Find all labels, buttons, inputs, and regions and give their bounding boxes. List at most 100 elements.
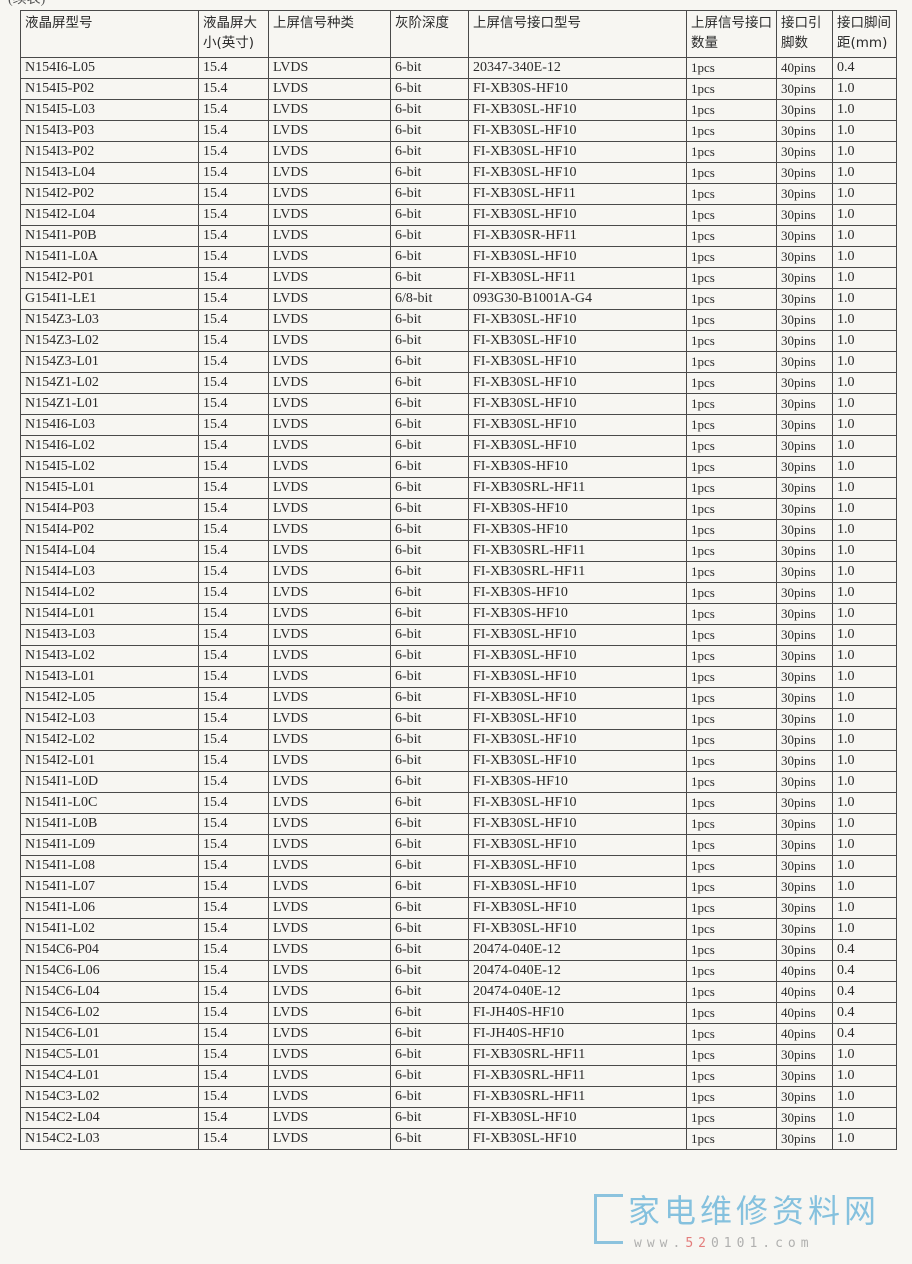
cell-size: 15.4 <box>198 393 269 415</box>
cell-signal-type: LVDS <box>268 183 391 205</box>
cell-pin-pitch: 1.0 <box>832 855 897 877</box>
cell-connector-model: FI-XB30SL-HF10 <box>468 414 687 436</box>
cell-size: 15.4 <box>198 1002 269 1024</box>
cell-signal-type: LVDS <box>268 99 391 121</box>
cell-size: 15.4 <box>198 960 269 982</box>
table-row: N154C3-L02 15.4 LVDS 6-bit FI-XB30SRL-HF11 1p… <box>20 1086 897 1108</box>
cell-pin-pitch: 1.0 <box>832 624 897 646</box>
cell-connector-model: FI-XB30SL-HF10 <box>468 120 687 142</box>
table-row: N154I3-P03 15.4 LVDS 6-bit FI-XB30SL-HF10 1pc… <box>20 120 897 142</box>
cell-pin-count: 30pins <box>776 99 833 121</box>
cell-model: N154I4-P02 <box>20 519 199 541</box>
cell-pin-pitch: 1.0 <box>832 246 897 268</box>
cell-size: 15.4 <box>198 561 269 583</box>
cell-connector-count: 1pcs <box>686 183 777 205</box>
table-row: N154C6-L06 15.4 LVDS 6-bit 20474-040E-12 1pcs… <box>20 960 897 982</box>
cell-connector-model: FI-XB30SL-HF10 <box>468 855 687 877</box>
cell-connector-count: 1pcs <box>686 267 777 289</box>
cell-connector-model: FI-XB30S-HF10 <box>468 456 687 478</box>
cell-signal-type: LVDS <box>268 456 391 478</box>
cell-connector-model: FI-XB30SL-HF10 <box>468 918 687 940</box>
table-row: N154I1-L02 15.4 LVDS 6-bit FI-XB30SL-HF10 1pc… <box>20 918 897 940</box>
cell-gray-depth: 6-bit <box>390 834 469 856</box>
cell-gray-depth: 6-bit <box>390 1128 469 1150</box>
cell-size: 15.4 <box>198 1128 269 1150</box>
cell-size: 15.4 <box>198 876 269 898</box>
cell-gray-depth: 6-bit <box>390 876 469 898</box>
cell-model: G154I1-LE1 <box>20 288 199 310</box>
cell-connector-count: 1pcs <box>686 57 777 79</box>
cell-pin-count: 30pins <box>776 393 833 415</box>
cell-signal-type: LVDS <box>268 162 391 184</box>
cell-connector-model: FI-XB30SL-HF10 <box>468 729 687 751</box>
cell-pin-count: 30pins <box>776 351 833 373</box>
cell-connector-count: 1pcs <box>686 1107 777 1129</box>
cell-model: N154I5-P02 <box>20 78 199 100</box>
logo-url-rest: 0101.com <box>710 1236 814 1251</box>
table-row: N154C6-L04 15.4 LVDS 6-bit 20474-040E-12 1pcs… <box>20 981 897 1003</box>
cell-connector-count: 1pcs <box>686 645 777 667</box>
cell-pin-pitch: 1.0 <box>832 267 897 289</box>
cell-model: N154I3-L01 <box>20 666 199 688</box>
table-row: N154I4-P03 15.4 LVDS 6-bit FI-XB30S-HF10 1pcs… <box>20 498 897 520</box>
cell-connector-count: 1pcs <box>686 792 777 814</box>
cell-pin-count: 30pins <box>776 183 833 205</box>
cell-pin-pitch: 1.0 <box>832 183 897 205</box>
cell-gray-depth: 6-bit <box>390 78 469 100</box>
cell-size: 15.4 <box>198 183 269 205</box>
cell-pin-count: 30pins <box>776 519 833 541</box>
cell-pin-count: 30pins <box>776 666 833 688</box>
cell-pin-count: 30pins <box>776 624 833 646</box>
cell-connector-count: 1pcs <box>686 1128 777 1150</box>
cell-pin-pitch: 1.0 <box>832 99 897 121</box>
cell-size: 15.4 <box>198 351 269 373</box>
cell-signal-type: LVDS <box>268 876 391 898</box>
cell-model: N154C6-P04 <box>20 939 199 961</box>
cell-model: N154I2-L02 <box>20 729 199 751</box>
cell-pin-pitch: 1.0 <box>832 666 897 688</box>
cell-model: N154I4-L04 <box>20 540 199 562</box>
cell-signal-type: LVDS <box>268 78 391 100</box>
cell-size: 15.4 <box>198 687 269 709</box>
table-row: N154I4-L03 15.4 LVDS 6-bit FI-XB30SRL-HF11 1p… <box>20 561 897 583</box>
cell-model: N154I1-L09 <box>20 834 199 856</box>
cell-connector-count: 1pcs <box>686 309 777 331</box>
cell-connector-count: 1pcs <box>686 708 777 730</box>
table-row: N154I5-L03 15.4 LVDS 6-bit FI-XB30SL-HF10 1pc… <box>20 99 897 121</box>
cell-model: N154I1-L06 <box>20 897 199 919</box>
cell-size: 15.4 <box>198 939 269 961</box>
cell-signal-type: LVDS <box>268 960 391 982</box>
cell-model: N154C6-L01 <box>20 1023 199 1045</box>
cell-connector-count: 1pcs <box>686 561 777 583</box>
cell-signal-type: LVDS <box>268 1107 391 1129</box>
cell-pin-pitch: 1.0 <box>832 1065 897 1087</box>
cell-signal-type: LVDS <box>268 897 391 919</box>
cell-pin-pitch: 1.0 <box>832 540 897 562</box>
cell-size: 15.4 <box>198 540 269 562</box>
cell-pin-pitch: 1.0 <box>832 435 897 457</box>
cell-signal-type: LVDS <box>268 120 391 142</box>
cell-pin-count: 30pins <box>776 141 833 163</box>
cell-pin-pitch: 1.0 <box>832 792 897 814</box>
cell-pin-count: 30pins <box>776 603 833 625</box>
cell-connector-count: 1pcs <box>686 1086 777 1108</box>
table-row: N154I5-P02 15.4 LVDS 6-bit FI-XB30S-HF10 1pcs… <box>20 78 897 100</box>
cell-size: 15.4 <box>198 603 269 625</box>
header-row: 液晶屏型号 液晶屏大小(英寸) 上屏信号种类 灰阶深度 上屏信号接口型号 上屏信… <box>20 10 897 58</box>
cell-connector-count: 1pcs <box>686 372 777 394</box>
cell-connector-model: FI-XB30SL-HF10 <box>468 330 687 352</box>
cell-pin-count: 30pins <box>776 414 833 436</box>
cell-model: N154I2-L03 <box>20 708 199 730</box>
cell-signal-type: LVDS <box>268 771 391 793</box>
cell-model: N154I6-L03 <box>20 414 199 436</box>
cell-pin-pitch: 1.0 <box>832 288 897 310</box>
table-row: G154I1-LE1 15.4 LVDS 6/8-bit 093G30-B1001A-G… <box>20 288 897 310</box>
cell-connector-model: FI-XB30SL-HF10 <box>468 624 687 646</box>
cell-signal-type: LVDS <box>268 57 391 79</box>
cell-signal-type: LVDS <box>268 708 391 730</box>
cell-pin-count: 30pins <box>776 456 833 478</box>
table-body: N154I6-L05 15.4 LVDS 6-bit 20347-340E-12 1pcs… <box>20 57 897 1150</box>
cell-pin-count: 30pins <box>776 855 833 877</box>
cell-pin-pitch: 1.0 <box>832 708 897 730</box>
cell-connector-model: FI-XB30S-HF10 <box>468 498 687 520</box>
